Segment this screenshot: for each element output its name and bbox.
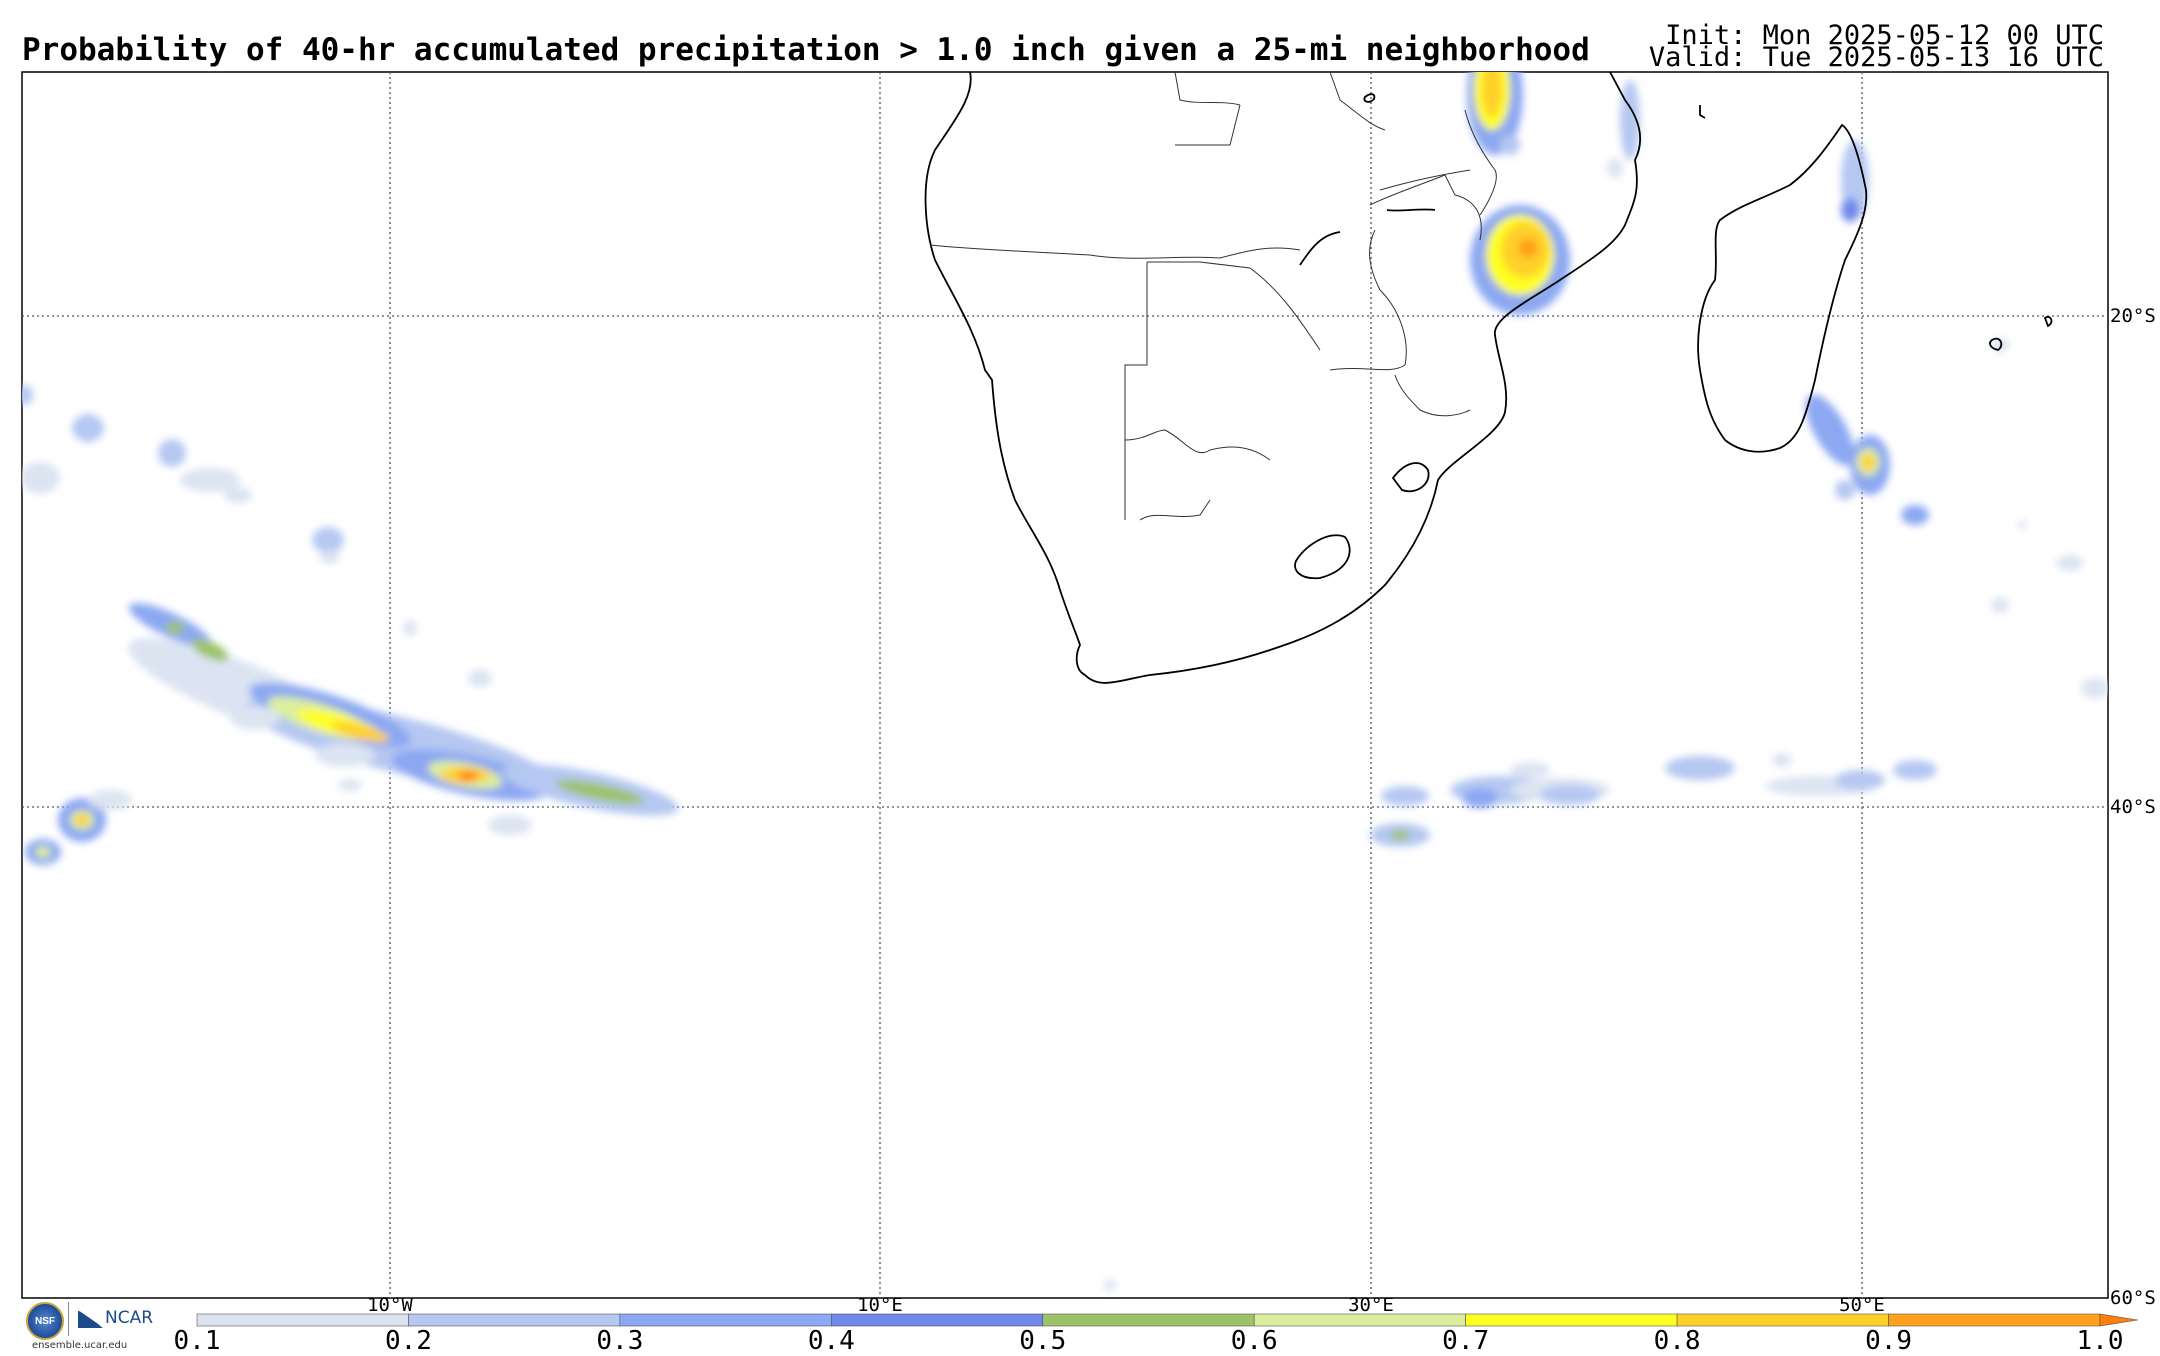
lat-label-40s: 40°S xyxy=(2110,796,2156,818)
gridlines xyxy=(22,72,2108,1298)
colorbar-tick-label: 0.5 xyxy=(1019,1326,1067,1356)
ncar-logo-text: NCAR xyxy=(105,1308,154,1328)
colorbar-segment xyxy=(831,1313,1044,1327)
colorbar-segment xyxy=(619,1313,832,1327)
colorbar-segment xyxy=(1676,1313,1889,1327)
colorbar-tick-label: 0.6 xyxy=(1230,1326,1278,1356)
country-borders xyxy=(929,72,1497,521)
coastlines xyxy=(924,72,2053,684)
colorbar-tick-label: 0.2 xyxy=(384,1326,432,1356)
lon-label-10e: 10°E xyxy=(857,1294,903,1316)
nsf-logo-text: NSF xyxy=(35,1315,55,1327)
lon-label-50e: 50°E xyxy=(1839,1294,1885,1316)
lat-label-20s: 20°S xyxy=(2110,305,2156,327)
map-title: Probability of 40-hr accumulated precipi… xyxy=(22,32,1590,68)
colorbar-segment xyxy=(1888,1313,2101,1327)
lon-label-10w: 10°W xyxy=(367,1294,413,1316)
nsf-logo: NSF xyxy=(26,1302,64,1340)
colorbar-extend-arrow xyxy=(2099,1313,2139,1327)
init-time: Init: Mon 2025-05-12 00 UTC xyxy=(1665,20,2104,51)
colorbar-tick-label: 0.7 xyxy=(1442,1326,1490,1356)
lon-label-30e: 30°E xyxy=(1348,1294,1394,1316)
site-url: ensemble.ucar.edu xyxy=(32,1340,128,1351)
colorbar-tick-label: 0.1 xyxy=(173,1326,221,1356)
colorbar-tick-label: 0.8 xyxy=(1653,1326,1701,1356)
colorbar-segment xyxy=(1042,1313,1255,1327)
colorbar-segment xyxy=(408,1313,621,1327)
colorbar-tick-label: 0.4 xyxy=(807,1326,855,1356)
valid-time: Valid: Tue 2025-05-13 16 UTC xyxy=(1648,42,2104,73)
colorbar-tick-label: 0.9 xyxy=(1865,1326,1913,1356)
ncar-wave-icon xyxy=(78,1309,104,1328)
colorbar-segment xyxy=(1465,1313,1678,1327)
lat-label-60s: 60°S xyxy=(2110,1287,2156,1309)
plot-frame xyxy=(21,71,2109,1299)
logo-divider xyxy=(68,1302,69,1336)
colorbar-tick-label: 1.0 xyxy=(2076,1326,2124,1356)
colorbar xyxy=(196,1313,2139,1327)
ncar-logo: NCAR xyxy=(78,1308,153,1328)
colorbar-segment xyxy=(196,1313,409,1327)
colorbar-segment xyxy=(1253,1313,1466,1327)
colorbar-tick-label: 0.3 xyxy=(596,1326,644,1356)
